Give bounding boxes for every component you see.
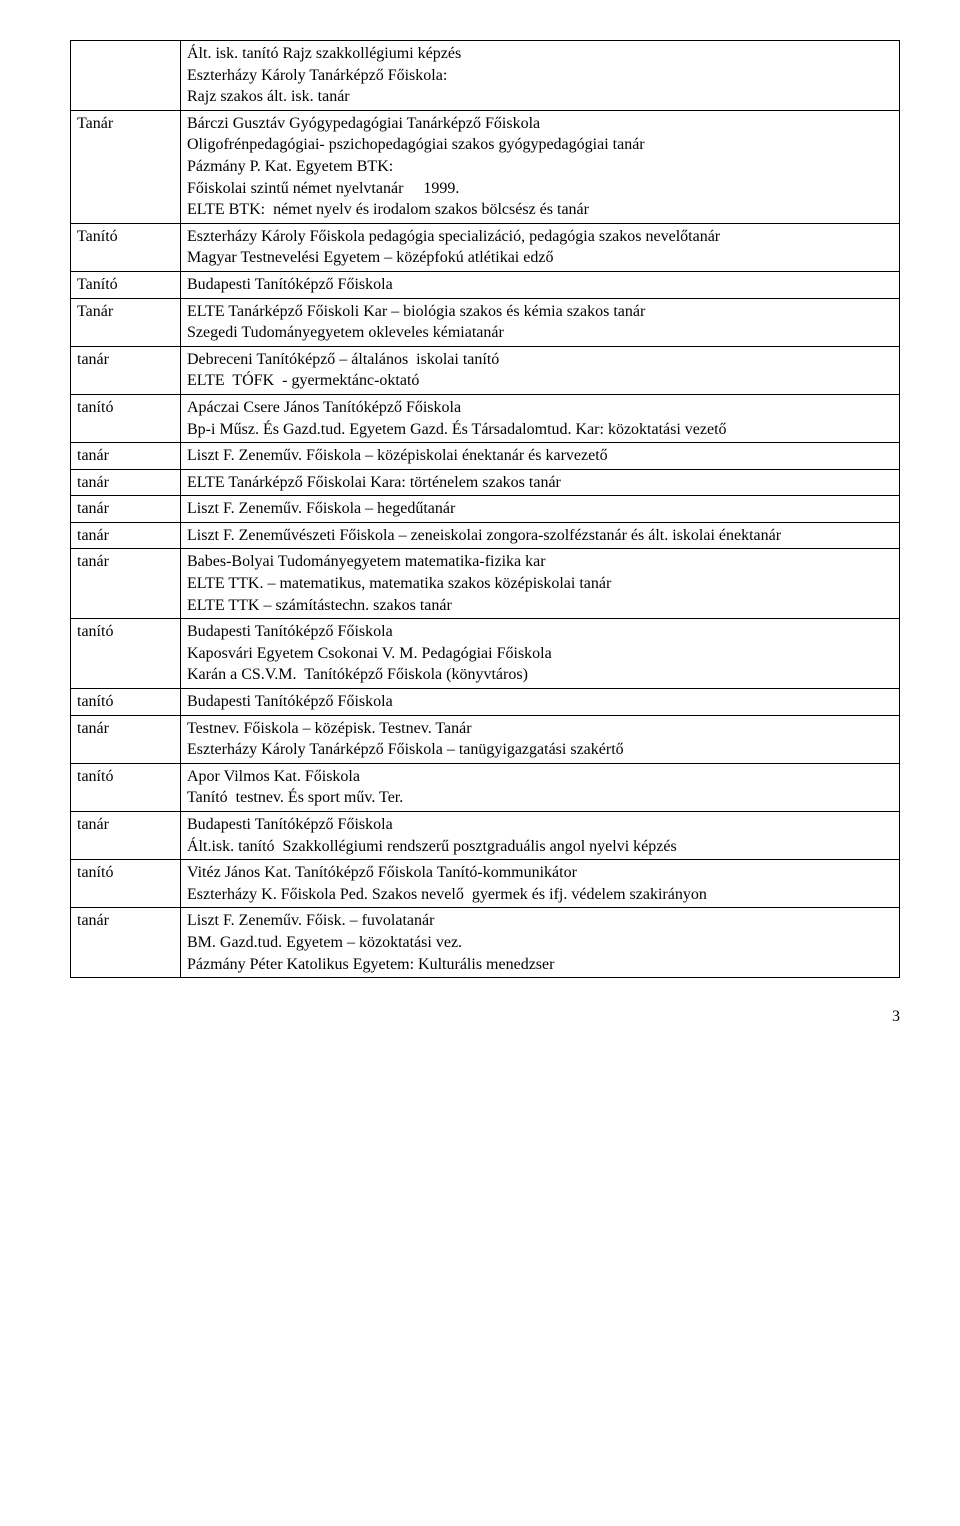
qualification-line: Bárczi Gusztáv Gyógypedagógiai Tanárképz… xyxy=(187,113,893,135)
table-row: tanítóApáczai Csere János Tanítóképző Fő… xyxy=(71,394,900,442)
qualification-line: Eszterházy K. Főiskola Ped. Szakos nevel… xyxy=(187,884,893,906)
table-row: tanítóBudapesti Tanítóképző FőiskolaKapo… xyxy=(71,619,900,689)
table-row: tanár Testnev. Főiskola – középisk. Testn… xyxy=(71,715,900,763)
role-label-cell: tanár xyxy=(71,908,181,978)
role-label-cell: tanító xyxy=(71,763,181,811)
qualification-line: Karán a CS.V.M. Tanítóképző Főiskola (kö… xyxy=(187,664,893,686)
qualification-cell: Liszt F. Zeneműv. Főiskola – középiskola… xyxy=(181,443,900,470)
qualification-cell: Apáczai Csere János Tanítóképző Főiskola… xyxy=(181,394,900,442)
table-row: tanárBudapesti Tanítóképző FőiskolaÁlt.i… xyxy=(71,812,900,860)
qualification-line: Eszterházy Károly Tanárképző Főiskola: xyxy=(187,65,893,87)
qualification-line: Pázmány P. Kat. Egyetem BTK: xyxy=(187,156,893,178)
qualification-cell: Vitéz János Kat. Tanítóképző Főiskola Ta… xyxy=(181,860,900,908)
qualification-cell: Budapesti Tanítóképző FőiskolaKaposvári … xyxy=(181,619,900,689)
role-label-cell: tanító xyxy=(71,689,181,716)
qualification-line: Ált.isk. tanító Szakkollégiumi rendszerű… xyxy=(187,836,893,858)
qualification-cell: Testnev. Főiskola – középisk. Testnev. T… xyxy=(181,715,900,763)
table-row: tanárLiszt F. Zeneműv. Főisk. – fuvolata… xyxy=(71,908,900,978)
role-label-cell xyxy=(71,41,181,111)
qualification-line: Liszt F. Zeneműv. Főiskola – hegedűtanár xyxy=(187,498,893,520)
table-row: Tanító Eszterházy Károly Főiskola pedagóg… xyxy=(71,223,900,271)
qualification-cell: Liszt F. Zeneműv. Főisk. – fuvolatanárBM… xyxy=(181,908,900,978)
table-row: Tanár Bárczi Gusztáv Gyógypedagógiai Taná… xyxy=(71,110,900,223)
qualification-line: Bp-i Műsz. És Gazd.tud. Egyetem Gazd. És… xyxy=(187,419,893,441)
qualification-line: Liszt F. Zeneműv. Főiskola – középiskola… xyxy=(187,445,893,467)
role-label-cell: tanító xyxy=(71,394,181,442)
qualification-line: Pázmány Péter Katolikus Egyetem: Kulturá… xyxy=(187,954,893,976)
qualification-line: Budapesti Tanítóképző Főiskola xyxy=(187,621,893,643)
table-row: tanítóApor Vilmos Kat. FőiskolaTanító te… xyxy=(71,763,900,811)
qualification-line: Eszterházy Károly Tanárképző Főiskola – … xyxy=(187,739,893,761)
role-label-cell: tanító xyxy=(71,619,181,689)
qualification-cell: ELTE Tanárképző Főiskolai Kara: történel… xyxy=(181,469,900,496)
qualification-line: Liszt F. Zeneművészeti Főiskola – zeneis… xyxy=(187,525,893,547)
qualification-cell: Debreceni Tanítóképző – általános iskola… xyxy=(181,346,900,394)
qualification-cell: Bárczi Gusztáv Gyógypedagógiai Tanárképz… xyxy=(181,110,900,223)
role-label-cell: tanár xyxy=(71,522,181,549)
qualification-line: Kaposvári Egyetem Csokonai V. M. Pedagóg… xyxy=(187,643,893,665)
table-body: Ált. isk. tanító Rajz szakkollégiumi kép… xyxy=(71,41,900,978)
qualification-cell: Budapesti Tanítóképző FőiskolaÁlt.isk. t… xyxy=(181,812,900,860)
qualification-line: Budapesti Tanítóképző Főiskola xyxy=(187,691,893,713)
role-label-cell: Tanár xyxy=(71,110,181,223)
qualification-cell: Ált. isk. tanító Rajz szakkollégiumi kép… xyxy=(181,41,900,111)
qualification-line: Rajz szakos ált. isk. tanár xyxy=(187,86,893,108)
qualification-line: Debreceni Tanítóképző – általános iskola… xyxy=(187,349,893,371)
table-row: Ált. isk. tanító Rajz szakkollégiumi kép… xyxy=(71,41,900,111)
qualification-cell: ELTE Tanárképző Főiskoli Kar – biológia … xyxy=(181,298,900,346)
qualification-line: Budapesti Tanítóképző Főiskola xyxy=(187,814,893,836)
table-row: tanár Debreceni Tanítóképző – általános i… xyxy=(71,346,900,394)
role-label-cell: tanár xyxy=(71,715,181,763)
qualification-line: Babes-Bolyai Tudományegyetem matematika-… xyxy=(187,551,893,573)
qualification-line: Ált. isk. tanító Rajz szakkollégiumi kép… xyxy=(187,43,893,65)
qualification-line: Apor Vilmos Kat. Főiskola xyxy=(187,766,893,788)
role-label-cell: tanár xyxy=(71,549,181,619)
table-row: tanító Vitéz János Kat. Tanítóképző Főisk… xyxy=(71,860,900,908)
qualification-line: ELTE Tanárképző Főiskolai Kara: történel… xyxy=(187,472,893,494)
qualification-line: Főiskolai szintű német nyelvtanár 1999. xyxy=(187,178,893,200)
table-row: Tanító Budapesti Tanítóképző Főiskola xyxy=(71,271,900,298)
qualification-cell: Budapesti Tanítóképző Főiskola xyxy=(181,271,900,298)
table-row: tanár Liszt F. Zeneműv. Főiskola – hegedű… xyxy=(71,496,900,523)
qualification-cell: Liszt F. Zeneműv. Főiskola – hegedűtanár xyxy=(181,496,900,523)
qualification-line: Tanító testnev. És sport műv. Ter. xyxy=(187,787,893,809)
qualification-line: ELTE Tanárképző Főiskoli Kar – biológia … xyxy=(187,301,893,323)
role-label-cell: tanár xyxy=(71,443,181,470)
page-number: 3 xyxy=(70,1008,900,1026)
qualification-line: Oligofrénpedagógiai- pszichopedagógiai s… xyxy=(187,134,893,156)
qualification-line: ELTE TTK – számítástechn. szakos tanár xyxy=(187,595,893,617)
qualification-cell: Budapesti Tanítóképző Főiskola xyxy=(181,689,900,716)
qualification-line: Liszt F. Zeneműv. Főisk. – fuvolatanár xyxy=(187,910,893,932)
role-label-cell: tanár xyxy=(71,496,181,523)
role-label-cell: tanár xyxy=(71,346,181,394)
qualification-line: Eszterházy Károly Főiskola pedagógia spe… xyxy=(187,226,893,248)
teacher-qualifications-table: Ált. isk. tanító Rajz szakkollégiumi kép… xyxy=(70,40,900,978)
qualification-line: ELTE TTK. – matematikus, matematika szak… xyxy=(187,573,893,595)
qualification-line: Testnev. Főiskola – középisk. Testnev. T… xyxy=(187,718,893,740)
qualification-cell: Liszt F. Zeneművészeti Főiskola – zeneis… xyxy=(181,522,900,549)
table-row: tanár Liszt F. Zeneműv. Főiskola – középi… xyxy=(71,443,900,470)
role-label-cell: Tanár xyxy=(71,298,181,346)
qualification-line: Budapesti Tanítóképző Főiskola xyxy=(187,274,893,296)
table-row: Tanár ELTE Tanárképző Főiskoli Kar – biol… xyxy=(71,298,900,346)
qualification-line: ELTE BTK: német nyelv és irodalom szakos… xyxy=(187,199,893,221)
role-label-cell: tanár xyxy=(71,469,181,496)
qualification-cell: Apor Vilmos Kat. FőiskolaTanító testnev.… xyxy=(181,763,900,811)
qualification-line: Szegedi Tudományegyetem okleveles kémiat… xyxy=(187,322,893,344)
table-row: tanító Budapesti Tanítóképző Főiskola xyxy=(71,689,900,716)
table-row: tanár Liszt F. Zeneművészeti Főiskola – z… xyxy=(71,522,900,549)
qualification-line: BM. Gazd.tud. Egyetem – közoktatási vez. xyxy=(187,932,893,954)
table-row: tanár Babes-Bolyai Tudományegyetem matema… xyxy=(71,549,900,619)
role-label-cell: Tanító xyxy=(71,271,181,298)
role-label-cell: tanár xyxy=(71,812,181,860)
role-label-cell: Tanító xyxy=(71,223,181,271)
qualification-cell: Babes-Bolyai Tudományegyetem matematika-… xyxy=(181,549,900,619)
qualification-line: Apáczai Csere János Tanítóképző Főiskola xyxy=(187,397,893,419)
qualification-line: Vitéz János Kat. Tanítóképző Főiskola Ta… xyxy=(187,862,893,884)
qualification-line: Magyar Testnevelési Egyetem – középfokú … xyxy=(187,247,893,269)
role-label-cell: tanító xyxy=(71,860,181,908)
qualification-line: ELTE TÓFK - gyermektánc-oktató xyxy=(187,370,893,392)
table-row: tanár ELTE Tanárképző Főiskolai Kara: tör… xyxy=(71,469,900,496)
qualification-cell: Eszterházy Károly Főiskola pedagógia spe… xyxy=(181,223,900,271)
